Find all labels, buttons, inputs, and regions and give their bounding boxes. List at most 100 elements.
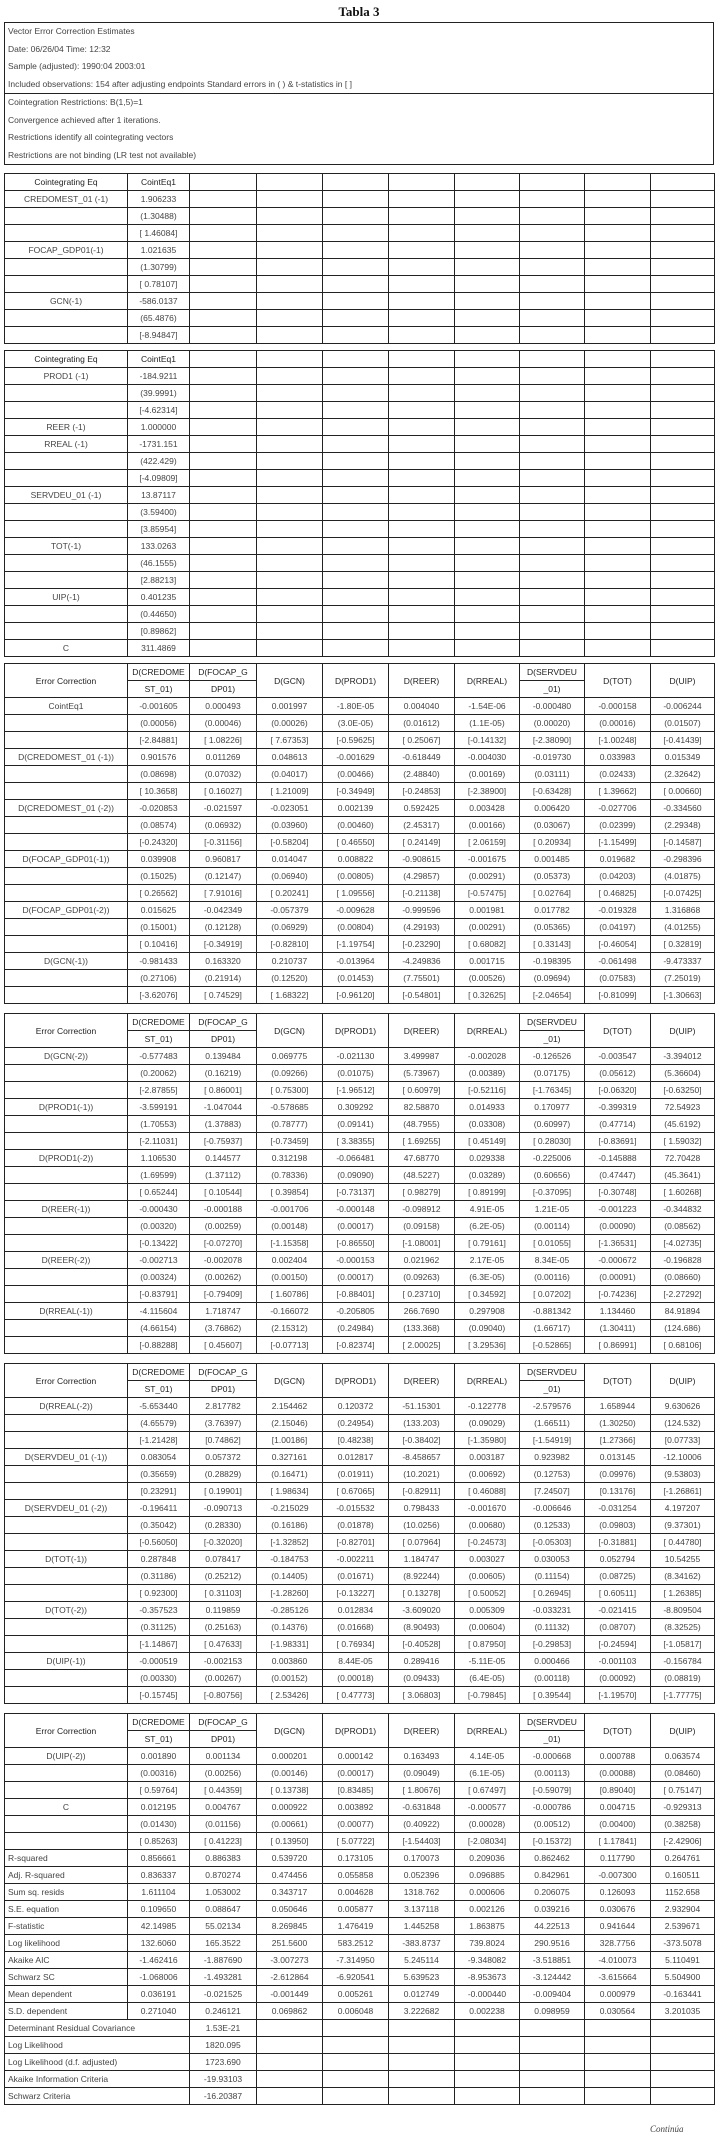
std-error-cell: (0.21914) <box>189 969 257 987</box>
empty-cell <box>519 2019 585 2037</box>
t-stat-cell: [ 0.68106] <box>650 1336 715 1354</box>
std-error-cell: (0.09158) <box>388 1217 455 1235</box>
std-error-cell: (0.08707) <box>584 1618 651 1636</box>
t-stat-row: [ 0.26562][ 7.91016][ 0.20241][ 1.09556]… <box>4 884 715 902</box>
empty-cell <box>322 622 389 640</box>
t-stat-cell: [ 0.75147] <box>650 1781 715 1799</box>
column-header: D(PROD1) <box>322 1713 389 1748</box>
statistic-value: 1.053002 <box>189 1883 257 1901</box>
empty-cell <box>650 469 715 487</box>
empty-cell <box>189 622 257 640</box>
empty-cell <box>650 639 715 657</box>
empty-cell <box>388 435 455 453</box>
row-label: SERVDEU_01 (-1) <box>4 486 128 504</box>
empty-cell <box>519 418 585 436</box>
coef-cell: 0.003892 <box>322 1798 389 1816</box>
statistic-value: -0.000440 <box>454 1985 520 2003</box>
coef-cell: -5.653440 <box>127 1397 190 1415</box>
std-error-cell: (0.00169) <box>454 765 520 783</box>
coef-row: D(TOT(-2)) -0.357523 0.119859 -0.285126 0.01… <box>4 1601 715 1619</box>
coef-cell: 0.039908 <box>127 850 190 868</box>
column-header: D(FOCAP_G <box>189 1013 257 1031</box>
coef-cell: 0.003428 <box>454 799 520 817</box>
coef-cell: 0.002404 <box>256 1251 323 1269</box>
t-stat-cell: [ 0.76934] <box>322 1635 389 1653</box>
std-error-cell: (9.37301) <box>650 1516 715 1534</box>
std-error-cell: (1.30799) <box>127 258 190 276</box>
coef-cell: 2.154462 <box>256 1397 323 1415</box>
coef-cell: 72.70428 <box>650 1149 715 1167</box>
empty-cell <box>388 418 455 436</box>
statistic-value: 251.5600 <box>256 1934 323 1952</box>
coef-cell: 0.327161 <box>256 1448 323 1466</box>
coef-cell: 0.289416 <box>388 1652 455 1670</box>
std-error-row: (3.59400) <box>4 503 715 521</box>
empty-cell <box>189 224 257 242</box>
empty-cell <box>256 503 323 521</box>
row-label: D(REER(-1)) <box>4 1200 128 1218</box>
statistic-value: 0.055858 <box>322 1866 389 1884</box>
empty-cell <box>519 2087 585 2105</box>
empty-cell <box>519 537 585 555</box>
empty-cell <box>256 367 323 385</box>
std-error-cell: (0.04197) <box>584 918 651 936</box>
empty-cell <box>189 554 257 572</box>
t-stat-cell: [ 0.87950] <box>454 1635 520 1653</box>
std-error-row: (46.1555) <box>4 554 715 572</box>
t-stat-cell: [-0.15372] <box>519 1832 585 1850</box>
empty-cell <box>454 605 520 623</box>
std-error-cell: (48.7955) <box>388 1115 455 1133</box>
t-stat-cell: [-0.13422] <box>127 1234 190 1252</box>
std-error-cell: (0.00460) <box>322 816 389 834</box>
coef-cell: 1.021635 <box>127 241 190 259</box>
empty-cell <box>650 520 715 538</box>
statistic-label: Schwarz SC <box>4 1968 128 1986</box>
std-error-cell: (0.00017) <box>322 1268 389 1286</box>
coef-cell: 0.144577 <box>189 1149 257 1167</box>
t-stat-cell: [-2.04654] <box>519 986 585 1004</box>
std-error-row: (0.00324) (0.00262) (0.00150) (0.00017) (0.0… <box>4 1268 715 1286</box>
std-error-cell: (0.00267) <box>189 1669 257 1687</box>
empty-cell <box>322 639 389 657</box>
summary-label: Determinant Residual Covariance <box>4 2019 190 2037</box>
statistic-value: -9.348082 <box>454 1951 520 1969</box>
t-stat-cell: [0.23291] <box>127 1482 190 1500</box>
statistic-row: Schwarz SC -1.068006 -1.493281 -2.612864 -6.… <box>4 1968 715 1986</box>
t-stat-cell: [-0.81099] <box>584 986 651 1004</box>
coef-cell: -4.249836 <box>388 952 455 970</box>
std-error-cell: (0.00046) <box>189 714 257 732</box>
statistic-value: -373.5078 <box>650 1934 715 1952</box>
info-line: Restrictions are not binding (LR test no… <box>8 149 197 160</box>
coef-cell: 0.000142 <box>322 1747 389 1765</box>
empty-cell <box>388 326 455 344</box>
std-error-cell: (0.03067) <box>519 816 585 834</box>
std-error-row: (0.35042) (0.28330) (0.16186) (0.01878) (10.… <box>4 1516 715 1534</box>
std-error-cell: (0.08574) <box>127 816 190 834</box>
statistic-value: 0.036191 <box>127 1985 190 2003</box>
statistic-value: 44.22513 <box>519 1917 585 1935</box>
column-header: _01) <box>519 680 585 698</box>
empty-cell <box>454 384 520 402</box>
empty-cell <box>322 452 389 470</box>
std-error-cell: (0.00020) <box>519 714 585 732</box>
std-error-cell: (0.00091) <box>584 1268 651 1286</box>
empty-cell <box>322 401 389 419</box>
statistic-label: R-squared <box>4 1849 128 1867</box>
t-stat-cell: [ 0.01055] <box>519 1234 585 1252</box>
empty-cell <box>584 350 651 368</box>
coef-cell: -0.061498 <box>584 952 651 970</box>
std-error-cell: (6.1E-05) <box>454 1764 520 1782</box>
std-error-cell: (0.00017) <box>322 1217 389 1235</box>
info-line: Convergence achieved after 1 iterations. <box>8 114 161 125</box>
std-error-cell: (0.20062) <box>127 1064 190 1082</box>
std-error-cell: (45.3641) <box>650 1166 715 1184</box>
empty-cell <box>519 224 585 242</box>
coef-row: GCN(-1) -586.0137 <box>4 292 715 310</box>
t-stat-cell: [-0.59625] <box>322 731 389 749</box>
t-stat-cell: [-0.82374] <box>322 1336 389 1354</box>
empty-cell <box>189 401 257 419</box>
t-stat-cell: [-0.86550] <box>322 1234 389 1252</box>
empty-cell <box>584 326 651 344</box>
std-error-cell: (0.00146) <box>256 1764 323 1782</box>
std-error-cell: (0.03960) <box>256 816 323 834</box>
